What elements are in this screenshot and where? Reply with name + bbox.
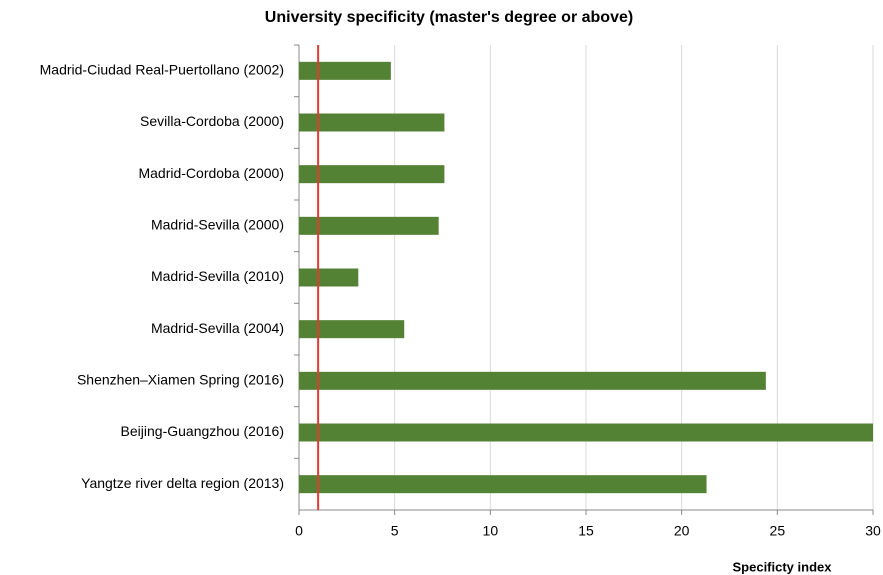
y-tick-label: Madrid-Sevilla (2004) (151, 320, 284, 336)
y-tick-label: Beijing-Guangzhou (2016) (121, 423, 284, 439)
bar (299, 113, 445, 132)
y-tick-label: Madrid-Sevilla (2010) (151, 268, 284, 284)
x-tick-label: 25 (770, 523, 786, 539)
x-tick-label: 20 (674, 523, 690, 539)
y-tick-label: Sevilla-Cordoba (2000) (140, 113, 284, 129)
y-tick-label: Madrid-Sevilla (2000) (151, 217, 284, 233)
x-tick-label: 30 (865, 523, 881, 539)
y-tick-label: Madrid-Ciudad Real-Puertollano (2002) (40, 62, 284, 78)
x-tick-label: 10 (483, 523, 499, 539)
bar (299, 371, 766, 390)
bar (299, 165, 445, 184)
bar (299, 268, 359, 287)
y-tick-label: Yangtze river delta region (2013) (81, 475, 284, 491)
x-tick-label: 0 (295, 523, 303, 539)
bar (299, 320, 405, 339)
x-tick-label: 5 (391, 523, 399, 539)
bar (299, 475, 707, 494)
y-tick-label: Shenzhen–Xiamen Spring (2016) (77, 372, 284, 388)
bar (299, 216, 439, 235)
chart-title: University specificity (master's degree … (265, 9, 633, 26)
bar (299, 423, 873, 442)
x-axis-title: Specificty index (733, 559, 833, 574)
bar (299, 61, 391, 80)
y-tick-label: Madrid-Cordoba (2000) (138, 165, 284, 181)
x-tick-label: 15 (578, 523, 594, 539)
